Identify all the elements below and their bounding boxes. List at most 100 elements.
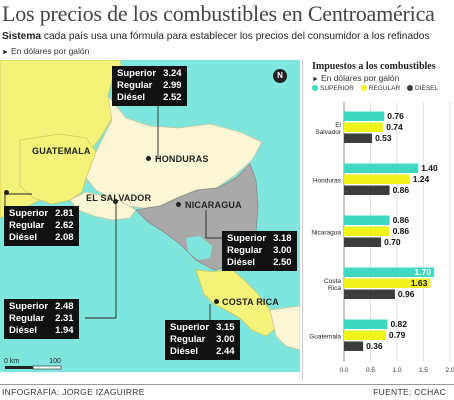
panel-divider [302, 60, 303, 380]
bar-superior [344, 267, 435, 277]
price-value: 2.44 [216, 346, 235, 357]
capital-dot [113, 199, 118, 204]
arrow-right-icon: ► [2, 49, 9, 56]
bar-diésel [344, 133, 373, 143]
value-label: 0.86 [393, 226, 410, 236]
country-label-costa-rica: COSTA RICA [222, 297, 279, 307]
price-value: 3.00 [216, 334, 235, 345]
price-value: 2.81 [55, 208, 74, 219]
scale-labels: 0 km 100 [4, 358, 61, 365]
category-label: Honduras [313, 178, 342, 185]
price-label: Regular [227, 245, 263, 256]
bar-diésel [344, 237, 382, 247]
bar-superior [344, 111, 385, 121]
legend-item-diesel: DIÉSEL [407, 85, 438, 92]
legend-swatch [407, 85, 414, 91]
compass-north-icon: N [273, 69, 287, 83]
value-label: 0.76 [387, 111, 404, 121]
legend-item-regular: REGULAR [360, 85, 401, 92]
price-label: Regular [9, 220, 45, 231]
capital-dot [4, 190, 9, 195]
scale-segment [5, 366, 33, 369]
price-label: Superior [9, 301, 49, 312]
value-label: 0.53 [375, 133, 392, 143]
price-tag-nicaragua: Superior 3.18 Regular 3.00 Diésel 2.50 [222, 231, 297, 271]
lake-nicaragua [186, 236, 212, 260]
price-label: Regular [170, 334, 206, 345]
price-value: 3.18 [273, 233, 292, 244]
x-tick-label: 0.0 [339, 367, 348, 374]
value-label: 0.74 [386, 122, 403, 132]
chart-legend: SUPERIOR REGULAR DIÉSEL [312, 85, 443, 92]
scale-bar [5, 365, 62, 370]
price-value: 3.24 [163, 68, 182, 79]
bar-superior [344, 215, 390, 225]
subtitle: Sistema cada país usa una fórmula para e… [2, 31, 430, 42]
price-label: Diésel [170, 346, 198, 357]
country-label-honduras: HONDURAS [155, 154, 209, 164]
chart-title: Impuestos a los combustibles [312, 61, 436, 72]
capital-dot [214, 299, 219, 304]
bar-regular [344, 174, 410, 184]
price-label: Diésel [9, 325, 37, 336]
price-label: Superior [170, 322, 210, 333]
price-value: 2.31 [55, 313, 74, 324]
legend-label: DIÉSEL [415, 85, 439, 92]
country-label-guatemala: GUATEMALA [32, 146, 91, 156]
price-label: Superior [9, 208, 49, 219]
capital-dot [176, 202, 181, 207]
legend-item-superior: SUPERIOR [312, 85, 354, 92]
value-label: 1.40 [421, 163, 438, 173]
value-label: 0.79 [389, 330, 406, 340]
price-value: 3.15 [216, 322, 235, 333]
legend-label: REGULAR [368, 85, 401, 92]
panama-region [269, 305, 300, 351]
bar-diésel [344, 341, 364, 351]
page-title: Los precios de los combustibles en Centr… [2, 1, 435, 26]
source-text: FUENTE: CCHAC [373, 387, 446, 397]
price-tag-guatemala: Superior 2.81 Regular 2.62 Diésel 2.08 [4, 206, 79, 246]
credit-text: INFOGRAFÍA: JORGE IZAGUIRRE [2, 387, 145, 397]
price-label: Regular [117, 80, 153, 91]
value-label: 0.36 [366, 341, 383, 351]
scale-start-label: 0 km [4, 358, 20, 365]
bar-superior [344, 319, 388, 329]
value-label: 0.86 [393, 185, 410, 195]
x-tick-label: 1.5 [419, 367, 428, 374]
x-tick-label: 0.5 [366, 367, 375, 374]
price-tag-costa-rica: Superior 3.15 Regular 3.00 Diésel 2.44 [165, 320, 240, 360]
unit-label: ► En dólares por galón [2, 46, 89, 56]
price-label: Superior [117, 68, 157, 79]
legend-label: SUPERIOR [320, 85, 354, 92]
price-label: Diésel [227, 257, 255, 268]
footer-divider [0, 384, 454, 385]
unit-text: En dólares por galón [10, 46, 90, 56]
bar-regular [344, 330, 386, 340]
price-value: 2.62 [55, 220, 74, 231]
value-label: 0.96 [398, 289, 415, 299]
value-label: 1.24 [413, 174, 430, 184]
arrow-right-icon: ► [312, 76, 319, 83]
category-label: Guatemala [309, 334, 341, 341]
legend-swatch [360, 85, 367, 91]
category-label: Salvador [315, 129, 341, 136]
price-value: 1.94 [55, 325, 74, 336]
leader-lines [4, 98, 222, 320]
price-value: 2.50 [273, 257, 292, 268]
tax-chart-panel: Impuestos a los combustibles ► En dólares… [306, 60, 454, 382]
chart-unit: ► En dólares por galón [312, 73, 399, 83]
price-label: Diésel [9, 232, 37, 243]
subtitle-text: cada país usa una fórmula para establece… [41, 31, 430, 42]
category-label: Nicaragua [311, 230, 341, 237]
value-label: 1.70 [415, 267, 432, 277]
value-label: 0.86 [393, 215, 410, 225]
bar-regular [344, 226, 390, 236]
country-label-el-salvador: EL SALVADOR [86, 193, 152, 203]
price-label: Diésel [117, 92, 145, 103]
price-tag-el-salvador: Superior 2.48 Regular 2.31 Diésel 1.94 [4, 299, 79, 339]
bar-diésel [344, 289, 395, 299]
legend-swatch [312, 85, 318, 91]
value-label: 1.63 [411, 278, 428, 288]
bar-regular [344, 278, 431, 288]
scale-end-label: 100 [49, 358, 61, 365]
